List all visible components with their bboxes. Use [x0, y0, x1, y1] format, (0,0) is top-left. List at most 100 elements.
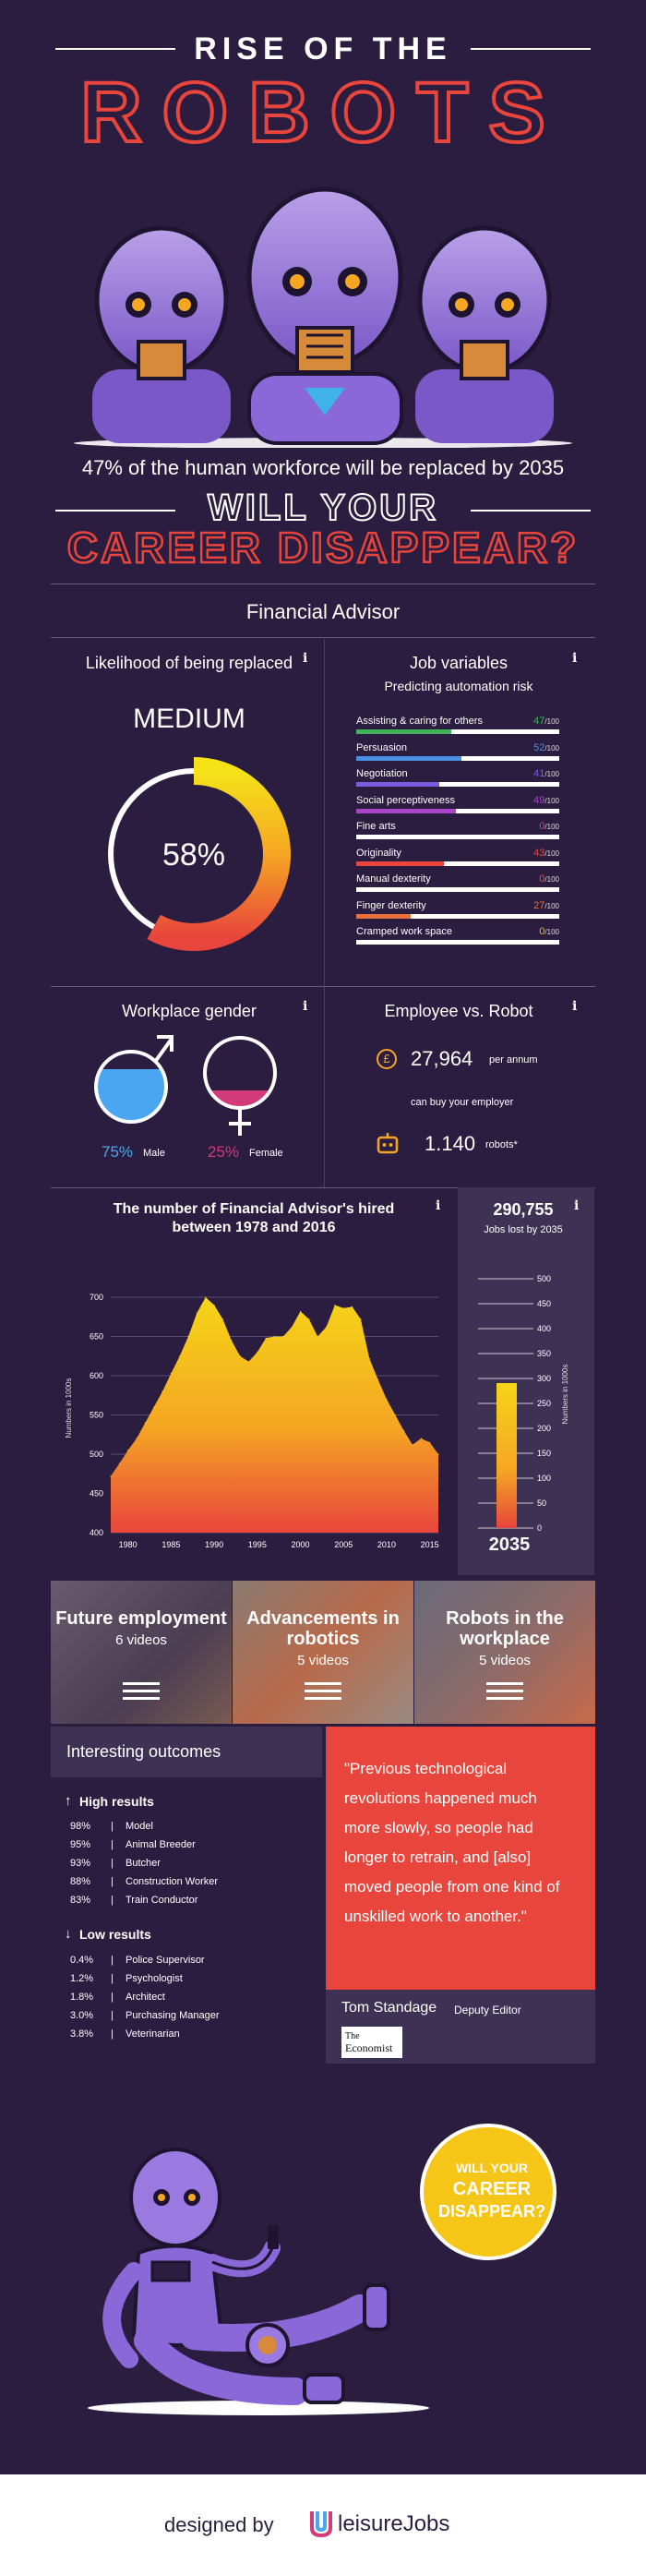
- jobs-lost-ytick: 500: [537, 1274, 551, 1283]
- career-bubble[interactable]: [420, 2124, 556, 2260]
- jobs-lost-ytick: 0: [537, 1523, 542, 1533]
- outcomes-header: [51, 1727, 322, 1777]
- hired-chart-point: [360, 1318, 362, 1320]
- outcome-separator: |: [111, 1973, 114, 1984]
- job-variable-row: Social perceptiveness 49/100: [356, 795, 559, 821]
- info-icon[interactable]: i: [303, 651, 308, 666]
- hired-chart-ytick: 500: [90, 1450, 103, 1459]
- jobs-lost-ytick: 400: [537, 1324, 551, 1333]
- job-variable-value: 27/100: [533, 899, 559, 911]
- menu-icon[interactable]: [486, 1682, 523, 1704]
- info-icon[interactable]: i: [303, 999, 308, 1014]
- outcome-separator: |: [111, 1876, 114, 1887]
- quote-role: Deputy Editor: [454, 2004, 521, 2016]
- job-variable-fill: [356, 861, 444, 866]
- hired-chart-title-line2: between 1978 and 2016: [172, 1220, 336, 1235]
- footer-prefix: designed by: [164, 2513, 274, 2536]
- economist-logo-line2: Economist: [345, 2041, 393, 2054]
- info-icon[interactable]: i: [572, 651, 578, 666]
- outcome-name: Veterinarian: [126, 2028, 180, 2040]
- job-variable-value: 43/100: [533, 847, 559, 859]
- video-card-future-employment[interactable]: Future employment 6 videos: [51, 1581, 232, 1724]
- jobs-lost-panel: [458, 1187, 594, 1575]
- salary-value: 27,964: [411, 1047, 473, 1070]
- video-count: 5 videos: [297, 1653, 349, 1668]
- job-variable-track: [356, 755, 559, 761]
- job-variable-fill: [356, 913, 412, 919]
- outcome-name: Architect: [126, 1992, 165, 2003]
- bubble-line1: WILL YOUR: [455, 2161, 529, 2175]
- outcome-separator: |: [111, 2010, 114, 2021]
- likelihood-title: Likelihood of being replaced: [85, 654, 293, 672]
- jobs-lost-year: 2035: [488, 1535, 531, 1555]
- outcome-separator: |: [111, 1895, 114, 1906]
- hired-chart-point: [282, 1335, 284, 1338]
- hired-chart-xtick: 1985: [162, 1540, 180, 1549]
- hired-chart-point: [231, 1340, 233, 1342]
- hired-chart-ytick: 600: [90, 1371, 103, 1380]
- hired-chart-point: [291, 1326, 293, 1328]
- video-title: Future employment: [51, 1608, 232, 1629]
- video-card-robots-workplace[interactable]: Robots in the workplace 5 videos: [414, 1581, 595, 1724]
- job-variable-fill: [356, 729, 452, 734]
- likelihood-donut: 58%: [108, 757, 291, 951]
- job-variable-fill: [356, 782, 440, 787]
- economist-logo: The Economist: [341, 2027, 402, 2058]
- hired-chart-point: [308, 1318, 310, 1320]
- question-career-disappear: CAREER DISAPPEAR?: [66, 523, 580, 573]
- job-variable-row: Originality 43/100: [356, 848, 559, 873]
- hired-chart-point: [334, 1304, 336, 1306]
- job-variable-row: Cramped work space 0/100: [356, 926, 559, 952]
- info-icon[interactable]: i: [436, 1198, 441, 1213]
- title-rise-of-the: RISE OF THE: [194, 31, 452, 66]
- header-line-right: [471, 48, 591, 50]
- gender-title: Workplace gender: [122, 1002, 257, 1020]
- job-variable-value: 49/100: [533, 794, 559, 806]
- jobs-lost-value: 290,755: [493, 1200, 554, 1219]
- hired-chart-point: [412, 1444, 413, 1446]
- hired-chart-point: [273, 1335, 276, 1338]
- hired-chart-point: [239, 1355, 241, 1357]
- job-variable-label: Manual dexterity: [356, 873, 431, 885]
- economist-logo-line1: The: [345, 2031, 360, 2041]
- jobs-lost-bar-chart: Numbers in 1000s 0 50 100 150 200 250 300 350 40…: [478, 1274, 569, 1533]
- question-line-right: [471, 510, 591, 512]
- jobs-lost-ylabel: Numbers in 1000s: [561, 1365, 569, 1425]
- job-variable-row: Assisting & caring for others 47/100: [356, 716, 559, 741]
- job-variable-track: [356, 887, 559, 892]
- hired-chart-point: [386, 1398, 388, 1401]
- question-line-left: [55, 510, 175, 512]
- video-title-line2: robotics: [286, 1629, 360, 1649]
- info-icon[interactable]: i: [572, 999, 578, 1014]
- video-title-line2: workplace: [460, 1629, 550, 1649]
- sitting-robot-illustration: [88, 2148, 429, 2415]
- job-title: Financial Advisor: [245, 600, 401, 623]
- outcome-percent: 3.8%: [70, 2028, 94, 2040]
- job-variable-track: [356, 835, 559, 839]
- outcome-name: Purchasing Manager: [126, 2010, 220, 2021]
- bubble-line3: DISAPPEAR?: [437, 2202, 545, 2221]
- outcome-percent: 3.0%: [70, 2010, 94, 2021]
- job-variable-label: Finger dexterity: [356, 899, 426, 911]
- job-variable-label: Persuasion: [356, 741, 408, 753]
- hired-chart-ytick: 450: [90, 1489, 103, 1499]
- outcome-percent: 1.2%: [70, 1973, 94, 1984]
- footer-brand[interactable]: leisureJobs: [338, 2511, 450, 2536]
- outcome-name: Animal Breeder: [126, 1839, 196, 1850]
- likelihood-level: MEDIUM: [133, 704, 245, 734]
- high-results-title: High results: [79, 1794, 154, 1809]
- jobs-lost-ytick: 150: [537, 1449, 551, 1458]
- outcomes-title: Interesting outcomes: [66, 1742, 221, 1761]
- question-will-your: WILL YOUR: [207, 487, 438, 529]
- job-variables-title: Job variables: [409, 654, 508, 672]
- job-variable-label: Fine arts: [356, 821, 396, 832]
- video-card-advancements-robotics[interactable]: Advancements in robotics 5 videos: [233, 1581, 413, 1724]
- info-icon[interactable]: i: [574, 1198, 580, 1213]
- menu-icon[interactable]: [305, 1682, 341, 1704]
- job-variable-label: Assisting & caring for others: [356, 716, 483, 727]
- outcome-separator: |: [111, 1821, 114, 1832]
- hired-chart-point: [127, 1450, 129, 1451]
- menu-icon[interactable]: [123, 1682, 160, 1704]
- outcome-separator: |: [111, 1992, 114, 2003]
- job-variable-row: Fine arts 0/100: [356, 821, 559, 847]
